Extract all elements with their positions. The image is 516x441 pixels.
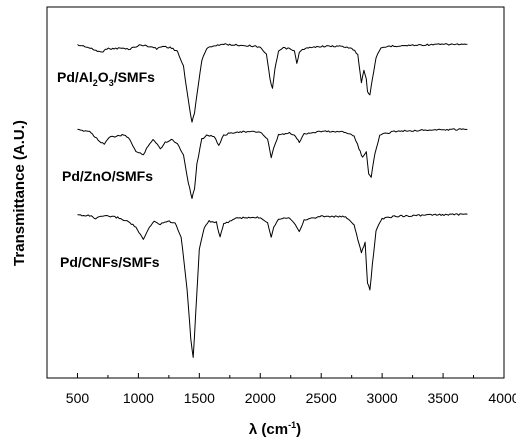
series-label-pd-al2o3: Pd/Al2O3/SMFs [57,69,155,88]
x-tick-label: 3000 [367,390,398,406]
series-line-pd-zno-smfs [77,128,468,199]
x-tick-label: 1500 [184,390,215,406]
series-lines [77,43,468,358]
x-tick-label: 2000 [245,390,276,406]
x-tick-label: 2500 [306,390,337,406]
x-tick-label: 1000 [123,390,154,406]
x-tick-label: 3500 [427,390,458,406]
series-label-pd-cnfs: Pd/CNFs/SMFs [60,254,160,270]
x-tick-label: 500 [66,390,90,406]
x-tick-label: 4000 [488,390,516,406]
y-axis-title: Transmittance (A.U.) [11,120,28,266]
plot-frame [46,6,505,379]
x-axis-ticks: 500 1000 1500 2000 2500 3000 3500 4000 [46,373,516,406]
series-line-pd-al2o3-smfs [77,43,468,123]
series-label-pd-zno: Pd/ZnO/SMFs [62,168,153,184]
series-line-pd-cnfs-smfs [77,213,468,358]
x-axis-title: λ (cm-1) [249,420,301,438]
